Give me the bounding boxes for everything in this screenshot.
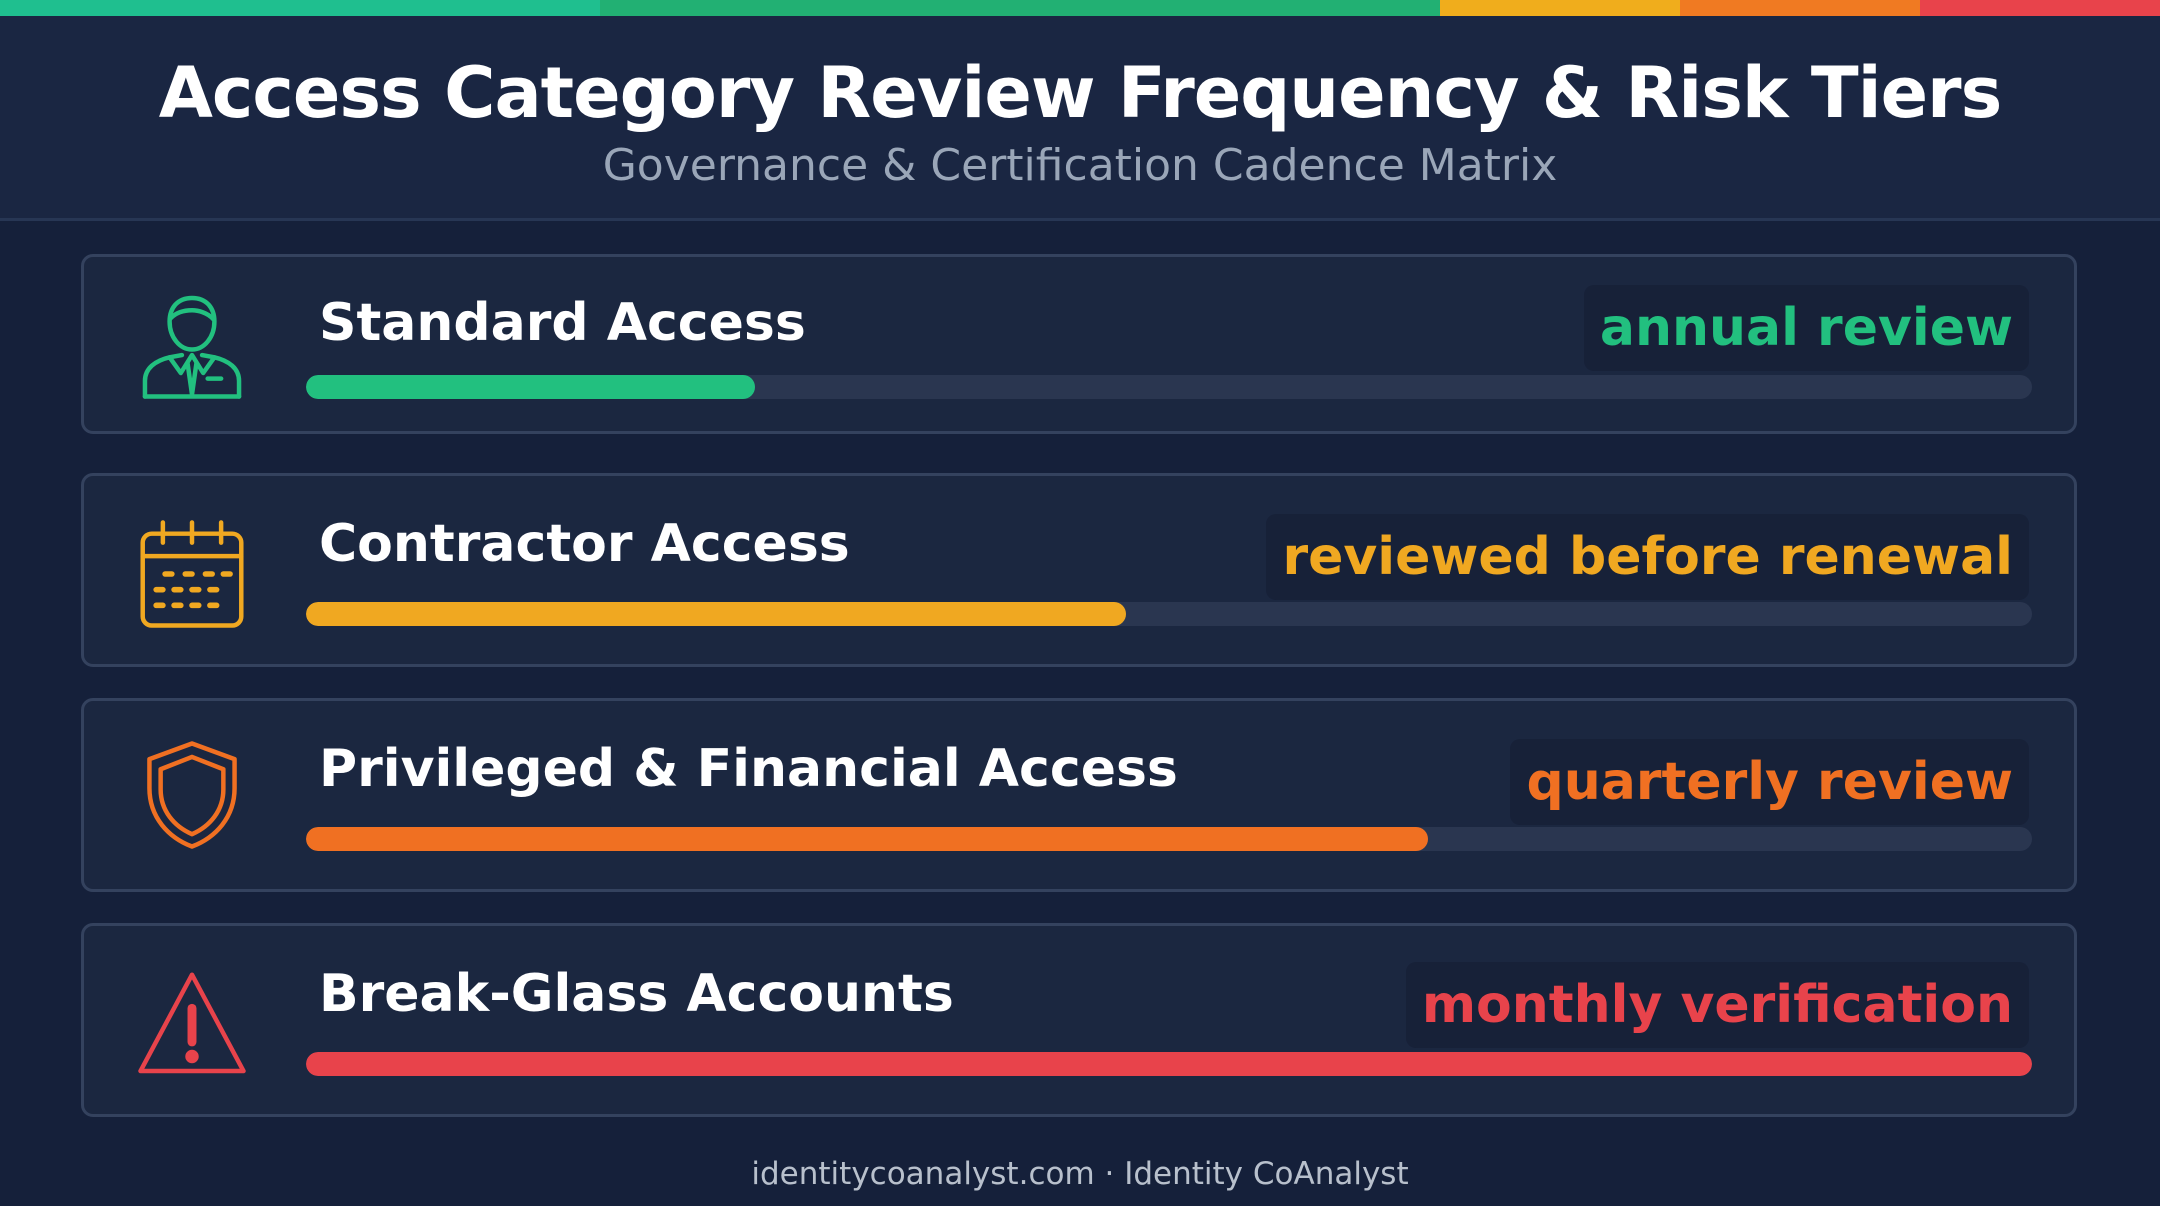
row-label: Break-Glass Accounts xyxy=(319,964,954,1024)
shield-icon xyxy=(136,739,248,851)
stripe-segment xyxy=(600,0,1440,16)
row-label: Standard Access xyxy=(319,293,806,353)
warning-triangle-icon xyxy=(136,968,248,1080)
header: Access Category Review Frequency & Risk … xyxy=(0,16,2160,221)
risk-level-fill xyxy=(306,602,1126,626)
row-label: Privileged & Financial Access xyxy=(319,739,1178,799)
cadence-badge: reviewed before renewal xyxy=(1266,514,2029,600)
row-break-glass-accounts: Break-Glass Accounts monthly verificatio… xyxy=(81,923,2077,1117)
stripe-segment xyxy=(1920,0,2160,16)
cadence-badge: monthly verification xyxy=(1405,962,2029,1048)
row-contractor-access: Contractor Access reviewed before renewa… xyxy=(81,473,2077,667)
stripe-segment xyxy=(1680,0,1920,16)
risk-level-track xyxy=(306,375,2032,399)
stripe-segment xyxy=(1440,0,1680,16)
cadence-badge: annual review xyxy=(1583,285,2029,371)
risk-level-fill xyxy=(306,1052,2032,1076)
footer-credit: identitycoanalyst.com · Identity CoAnaly… xyxy=(751,1156,1409,1192)
user-tie-icon xyxy=(136,289,248,401)
stripe-segment xyxy=(0,0,600,16)
risk-level-fill xyxy=(306,375,755,399)
row-label: Contractor Access xyxy=(319,514,850,574)
risk-level-track xyxy=(306,827,2032,851)
top-color-stripe xyxy=(0,0,2160,16)
page-subtitle: Governance & Certification Cadence Matri… xyxy=(602,140,1558,191)
row-privileged-financial-access: Privileged & Financial Access quarterly … xyxy=(81,698,2077,892)
risk-level-track xyxy=(306,602,2032,626)
risk-level-track xyxy=(306,1052,2032,1076)
page-title: Access Category Review Frequency & Risk … xyxy=(158,52,2003,134)
cadence-badge: quarterly review xyxy=(1510,739,2029,825)
calendar-icon xyxy=(136,518,248,630)
row-standard-access: Standard Access annual review xyxy=(81,254,2077,434)
risk-level-fill xyxy=(306,827,1428,851)
